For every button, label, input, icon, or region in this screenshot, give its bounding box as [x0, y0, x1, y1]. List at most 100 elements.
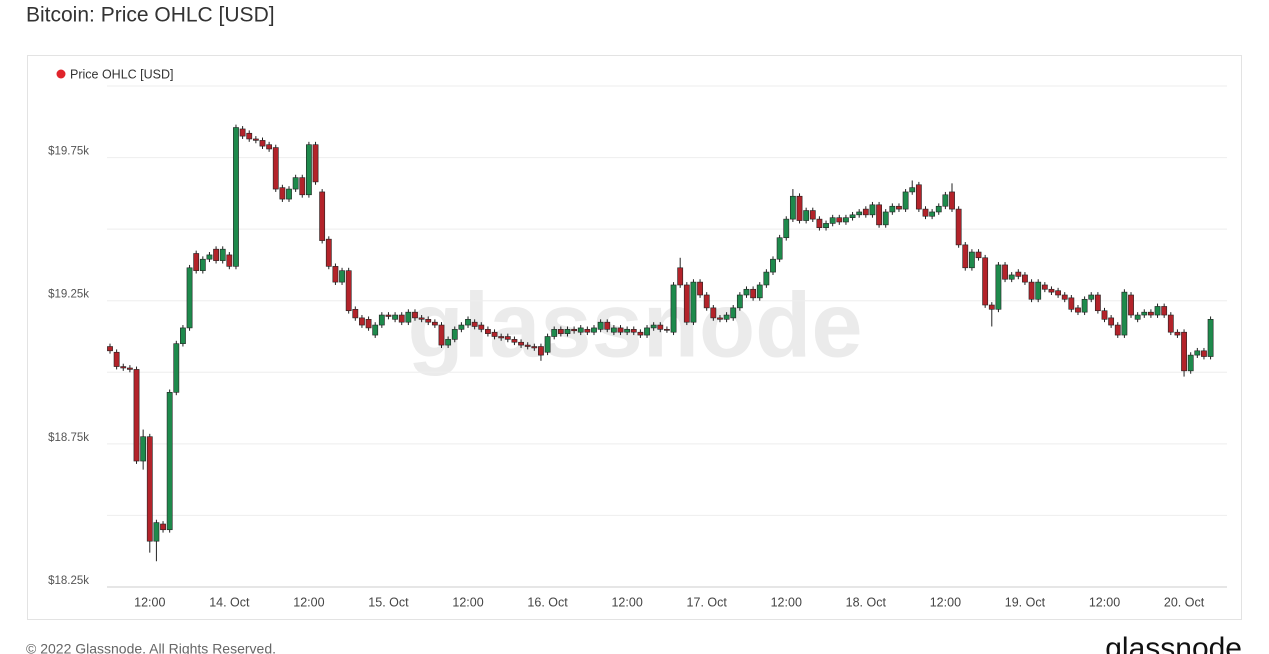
chart-title: Bitcoin: Price OHLC [USD]	[26, 4, 275, 27]
candle-body	[398, 314, 405, 323]
candle-body	[1134, 314, 1141, 320]
candle-body	[412, 311, 418, 319]
candle-body	[352, 309, 359, 319]
candle-body	[451, 329, 458, 340]
candle-body	[392, 314, 398, 320]
candle-body	[153, 522, 160, 542]
candle-body	[206, 254, 213, 260]
x-tick-label: 20. Oct	[1164, 595, 1205, 609]
candle-body	[743, 288, 750, 296]
candle-body	[359, 317, 365, 326]
candle-body	[511, 339, 518, 343]
candle-body	[531, 346, 538, 349]
legend-label: Price OHLC [USD]	[70, 67, 174, 81]
candle-body	[1094, 294, 1101, 312]
candle-body	[683, 284, 690, 323]
candle-body	[763, 271, 770, 286]
candle-body	[1015, 271, 1022, 277]
candle-body	[929, 211, 936, 217]
candle-body	[736, 294, 743, 309]
candle-body	[272, 147, 279, 190]
candle-body	[882, 211, 889, 226]
candle-body	[909, 187, 916, 193]
candle-body	[843, 217, 849, 223]
candle-body	[1075, 307, 1081, 313]
candle-body	[1028, 281, 1035, 300]
candle-body	[319, 191, 326, 241]
candle-body	[504, 336, 511, 340]
candle-body	[862, 208, 869, 216]
candle-body	[756, 284, 763, 299]
candle-body	[637, 331, 644, 336]
candle-body	[610, 327, 617, 333]
x-tick-label: 15. Oct	[368, 595, 409, 609]
candle-body	[345, 270, 352, 312]
candle-body	[199, 258, 206, 271]
candle-body	[140, 436, 147, 462]
candle-body	[173, 343, 180, 393]
candle-body	[690, 281, 697, 323]
chart-panel	[27, 55, 1242, 620]
candle-body	[1101, 310, 1108, 320]
candle-body	[372, 324, 379, 336]
candle-body	[624, 329, 631, 333]
candle-body	[1128, 294, 1134, 316]
candle-body	[405, 311, 412, 323]
candle-body	[551, 329, 558, 337]
candle-body	[650, 324, 657, 329]
y-tick-label: $18.75k	[48, 432, 89, 444]
y-tick-label: $19.25k	[48, 289, 89, 301]
candle-body	[418, 317, 425, 320]
candle-body	[889, 205, 896, 213]
candle-body	[1154, 306, 1161, 316]
y-tick-label: $18.25k	[48, 575, 89, 587]
candle-body	[750, 288, 757, 299]
candle-body	[1148, 311, 1154, 316]
candle-body	[557, 329, 564, 334]
candle-body	[1181, 331, 1187, 372]
x-tick-label: 12:00	[134, 595, 165, 609]
candle-body	[1174, 331, 1181, 336]
candle-body	[1108, 317, 1115, 326]
candle-body	[312, 144, 319, 183]
candle-body	[166, 392, 173, 531]
candle-body	[1035, 281, 1042, 300]
y-tick-label: $19.75k	[48, 146, 89, 158]
candle-body	[133, 369, 140, 462]
candle-body	[219, 248, 226, 261]
candle-body	[239, 128, 246, 137]
candle-body	[299, 177, 306, 196]
candle-body	[670, 284, 677, 333]
candle-body	[584, 329, 591, 333]
candle-body	[730, 307, 737, 319]
candle-body	[617, 327, 624, 333]
candle-body	[465, 319, 471, 326]
candle-body	[458, 324, 465, 330]
candle-body	[604, 321, 611, 330]
candle-body	[876, 204, 882, 226]
candle-body	[975, 251, 982, 259]
candle-body	[829, 217, 836, 224]
candle-body	[180, 327, 186, 344]
candle-body	[1207, 319, 1214, 357]
candle-body	[710, 307, 717, 319]
candle-body	[286, 188, 292, 200]
candle-body	[968, 251, 975, 269]
candle-body	[677, 267, 684, 286]
candle-body	[823, 223, 829, 229]
candle-body	[717, 317, 723, 320]
candle-body	[783, 218, 790, 239]
candle-body	[571, 329, 577, 332]
candle-body	[577, 327, 584, 333]
candle-body	[723, 314, 730, 320]
candle-body	[816, 218, 823, 229]
candle-body	[431, 321, 438, 326]
x-tick-label: 16. Oct	[527, 595, 568, 609]
candle-body	[869, 204, 876, 216]
candle-body	[305, 144, 312, 196]
candle-body	[630, 329, 637, 333]
candle-body	[955, 208, 962, 246]
candle-body	[896, 205, 902, 210]
